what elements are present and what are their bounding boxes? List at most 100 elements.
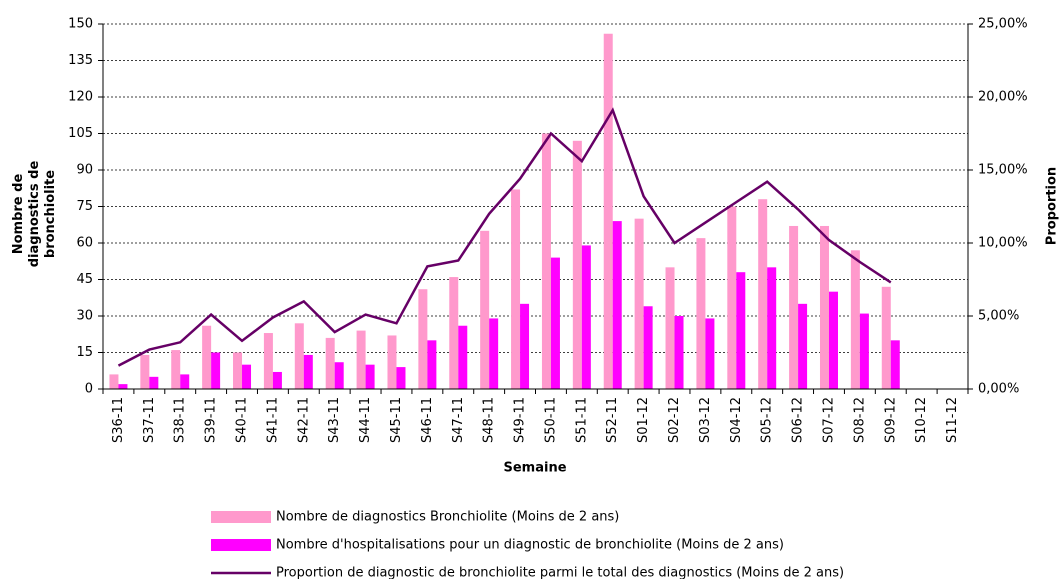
x-tick-label: S50-11 [543, 397, 558, 443]
bar [674, 316, 684, 389]
bar [211, 352, 221, 389]
bar [109, 374, 119, 389]
bar [118, 384, 128, 389]
y-tick-label: 60 [76, 236, 93, 251]
x-tick-label: S03-12 [698, 397, 713, 443]
y-tick-label: 105 [68, 126, 93, 141]
bar [798, 303, 808, 389]
bar [881, 286, 891, 389]
bar [396, 367, 406, 389]
bar [727, 206, 737, 389]
bar [643, 306, 653, 389]
bar [272, 371, 282, 389]
bar [511, 189, 521, 389]
bar [572, 140, 582, 389]
bar [736, 272, 746, 389]
y-axis-title: Nombre de diagnostics de bronchiolite [11, 160, 58, 268]
legend-label: Proportion de diagnostic de bronchiolite… [276, 566, 844, 579]
x-axis-title: Semaine [503, 461, 566, 476]
bar [294, 323, 304, 389]
x-tick-label: S36-11 [111, 397, 126, 443]
legend-label: Nombre d'hospitalisations pour un diagno… [276, 538, 784, 553]
x-tick-label: S04-12 [729, 397, 744, 443]
legend-swatch [211, 539, 271, 551]
y2-tick-label: 5,00% [978, 309, 1019, 324]
bar [850, 250, 860, 389]
x-tick-label: S40-11 [235, 397, 250, 443]
x-tick-label: S39-11 [204, 397, 219, 443]
x-tick-label: S52-11 [605, 397, 620, 443]
x-tick-label: S41-11 [265, 397, 280, 443]
bar [665, 267, 675, 389]
bar [242, 364, 252, 389]
x-tick-label: S46-11 [420, 397, 435, 443]
x-tick-label: S51-11 [574, 397, 589, 443]
bar [202, 325, 212, 389]
y2-tick-label: 0,00% [978, 382, 1019, 397]
x-tick-label: S01-12 [636, 397, 651, 443]
x-tick-label: S38-11 [173, 397, 188, 443]
bar [541, 133, 551, 389]
bar [603, 33, 613, 389]
x-tick-label: S49-11 [513, 397, 528, 443]
bar [418, 289, 428, 389]
bar [303, 354, 313, 389]
x-tick-label: S09-12 [883, 397, 898, 443]
bar [758, 199, 768, 389]
y-tick-label: 75 [76, 199, 93, 214]
bar [859, 313, 869, 389]
y2-tick-label: 20,00% [978, 90, 1028, 105]
legend-swatch [211, 511, 271, 523]
x-tick-label: S48-11 [482, 397, 497, 443]
y2-tick-label: 15,00% [978, 163, 1028, 178]
y-tick-label: 120 [68, 90, 93, 105]
bar [550, 257, 560, 389]
y-tick-label: 0 [85, 382, 93, 397]
x-tick-label: S37-11 [142, 397, 157, 443]
bar [140, 354, 150, 389]
bar [696, 238, 706, 389]
bar [387, 335, 397, 389]
y2-tick-label: 10,00% [978, 236, 1028, 251]
y-tick-label: 45 [76, 272, 93, 287]
y-tick-label: 150 [68, 17, 93, 32]
bar [489, 318, 499, 389]
x-tick-label: S05-12 [760, 397, 775, 443]
x-tick-label: S07-12 [821, 397, 836, 443]
bar [890, 340, 900, 389]
bar [828, 291, 838, 389]
bar [819, 225, 829, 389]
bar [705, 318, 715, 389]
bar [171, 350, 181, 389]
bar [767, 267, 777, 389]
x-tick-label: S06-12 [791, 397, 806, 443]
bar [149, 376, 159, 389]
x-tick-label: S10-12 [914, 397, 929, 443]
bar [520, 303, 530, 389]
x-tick-label: S08-12 [852, 397, 867, 443]
x-tick-label: S43-11 [327, 397, 342, 443]
y-tick-label: 30 [76, 309, 93, 324]
x-tick-label: S11-12 [945, 397, 960, 443]
bar [356, 330, 366, 389]
bar [480, 230, 490, 389]
bar [458, 325, 468, 389]
legend-label: Nombre de diagnostics Bronchiolite (Moin… [276, 510, 619, 525]
y-tick-label: 135 [68, 53, 93, 68]
line [117, 107, 892, 367]
bar [334, 362, 344, 389]
x-tick-label: S02-12 [667, 397, 682, 443]
x-tick-label: S42-11 [296, 397, 311, 443]
bar [634, 218, 644, 389]
bar [612, 221, 622, 389]
y2-tick-label: 25,00% [978, 17, 1028, 32]
bar [581, 245, 591, 389]
bar [427, 340, 437, 389]
y2-axis-title: Proportion [1045, 167, 1060, 245]
bar [789, 225, 799, 389]
bar [325, 337, 335, 389]
bar [365, 364, 375, 389]
bar [233, 352, 243, 389]
